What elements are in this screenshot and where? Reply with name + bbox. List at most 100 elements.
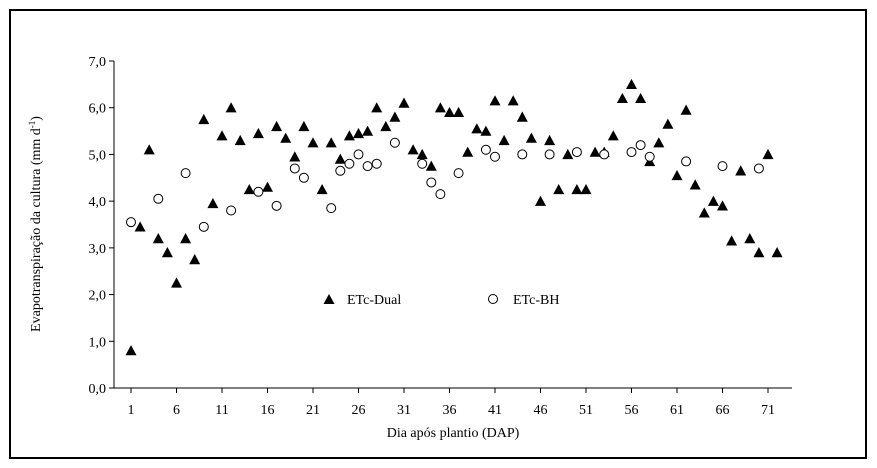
data-point-etc-dual	[553, 183, 565, 195]
x-tick-label: 61	[670, 403, 684, 418]
data-point-etc-dual	[371, 102, 383, 113]
data-point-etc-bh	[599, 149, 610, 160]
data-point-etc-dual	[252, 127, 264, 139]
data-point-etc-dual	[444, 106, 455, 118]
data-point-etc-bh	[362, 161, 373, 172]
data-point-etc-dual	[462, 146, 474, 157]
data-point-etc-bh	[571, 147, 582, 158]
data-point-etc-bh	[544, 149, 555, 160]
data-point-etc-bh	[389, 137, 400, 148]
data-point-etc-dual	[362, 125, 374, 136]
y-tick-label: 5,0	[89, 148, 107, 163]
data-point-etc-bh	[635, 140, 646, 151]
data-point-etc-bh	[490, 151, 500, 162]
data-point-etc-bh	[517, 149, 528, 160]
data-point-etc-bh	[180, 168, 191, 179]
data-point-etc-dual	[234, 134, 246, 146]
data-point-etc-bh	[326, 203, 337, 214]
data-point-etc-dual	[334, 153, 346, 164]
data-point-etc-dual	[707, 195, 719, 206]
x-tick-label: 26	[352, 403, 366, 418]
data-point-etc-dual	[434, 102, 446, 113]
data-point-etc-bh	[298, 172, 309, 183]
x-tick-label: 21	[306, 403, 320, 418]
data-point-etc-dual	[698, 207, 710, 218]
data-point-etc-dual	[307, 137, 319, 148]
data-point-etc-dual	[125, 345, 137, 356]
data-point-etc-dual	[189, 254, 201, 265]
data-point-etc-dual	[653, 137, 665, 148]
data-point-etc-dual	[507, 95, 519, 106]
data-point-etc-dual	[726, 235, 738, 246]
data-point-etc-dual	[161, 247, 173, 258]
y-axis-title-main: Evapotranspiração da cultura (mm d	[29, 128, 44, 332]
data-point-etc-dual	[689, 179, 701, 190]
y-tick-label: 6,0	[89, 102, 107, 117]
data-point-etc-dual	[525, 132, 537, 143]
data-point-etc-dual	[717, 200, 728, 211]
x-tick-label: 16	[261, 403, 275, 418]
x-tick-label: 31	[397, 403, 411, 418]
data-point-etc-dual	[152, 233, 164, 244]
data-point-etc-dual	[498, 134, 510, 146]
data-point-etc-dual	[216, 130, 228, 141]
data-point-etc-dual	[607, 130, 619, 141]
data-point-etc-dual	[580, 183, 592, 195]
legend-label-etc-bh: ETc-BH	[513, 293, 559, 308]
data-point-etc-bh	[289, 163, 300, 174]
data-point-etc-dual	[744, 233, 756, 244]
y-axis-tick-labels: 0,0 1,0 2,0 3,0 4,0 5,0 6,0 7,0	[89, 55, 107, 397]
chart-frame: 0,0 1,0 2,0 3,0 4,0 5,0 6,0 7,0 1 6 11 16 21 26 31 36 4…	[9, 9, 867, 459]
data-point-etc-bh	[271, 200, 282, 211]
legend: ETc-Dual ETc-BH	[323, 293, 559, 308]
data-point-etc-dual	[316, 183, 328, 195]
data-point-etc-dual	[626, 78, 637, 90]
data-point-etc-dual	[516, 111, 528, 122]
data-point-etc-bh	[435, 189, 446, 200]
data-point-etc-dual	[353, 127, 364, 139]
x-tick-label: 56	[625, 403, 639, 418]
data-point-etc-bh	[426, 177, 437, 188]
y-tick-label: 7,0	[89, 55, 107, 70]
data-point-etc-dual	[753, 247, 765, 258]
data-point-etc-bh	[626, 147, 637, 158]
data-point-etc-dual	[134, 221, 146, 232]
x-tick-label: 6	[173, 403, 180, 418]
data-point-etc-dual	[489, 95, 501, 106]
data-point-etc-dual	[616, 92, 628, 104]
data-point-etc-bh	[480, 144, 491, 155]
axis-ticks	[109, 60, 769, 393]
data-point-etc-bh	[717, 161, 728, 172]
data-point-etc-bh	[453, 168, 464, 179]
data-point-etc-dual	[243, 183, 255, 195]
data-point-etc-dual	[680, 104, 692, 115]
data-point-etc-bh	[681, 156, 692, 167]
data-point-etc-bh	[335, 165, 346, 176]
series-etc-bh	[126, 137, 764, 232]
y-tick-label: 0,0	[89, 382, 107, 397]
data-point-etc-dual	[398, 97, 410, 108]
x-tick-label: 71	[761, 403, 775, 418]
x-tick-label: 1	[128, 403, 135, 418]
data-point-etc-dual	[171, 277, 182, 288]
data-point-etc-dual	[453, 106, 465, 118]
x-tick-label: 11	[215, 403, 228, 418]
scatter-chart: 0,01,02,03,04,05,06,07,0 1 6 11 16 21 26 31 36 4…	[27, 55, 792, 441]
data-point-etc-dual	[562, 148, 574, 160]
data-point-etc-dual	[480, 125, 492, 136]
data-point-etc-dual	[343, 130, 355, 141]
data-point-etc-bh	[226, 205, 237, 216]
data-point-etc-bh	[753, 163, 764, 174]
data-point-etc-dual	[735, 165, 747, 176]
x-axis-title: Dia após plantio (DAP)	[387, 426, 520, 441]
data-point-etc-dual	[180, 233, 192, 244]
data-point-etc-dual	[325, 137, 337, 148]
data-point-etc-dual	[298, 120, 310, 132]
data-point-etc-dual	[544, 134, 556, 146]
data-point-etc-bh	[371, 158, 382, 169]
data-point-etc-bh	[253, 186, 264, 197]
data-point-etc-dual	[535, 195, 546, 206]
data-point-etc-dual	[589, 146, 601, 157]
x-tick-label: 51	[579, 403, 593, 418]
y-axis-title-close: )	[29, 116, 44, 121]
